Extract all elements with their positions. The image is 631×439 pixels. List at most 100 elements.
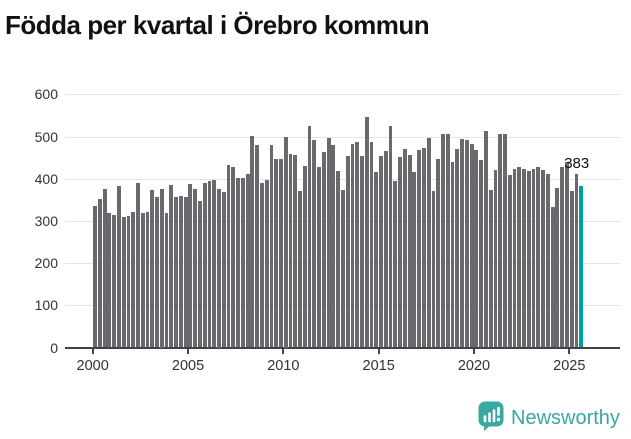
- brand-name: Newsworthy: [511, 407, 620, 429]
- bar: [159, 189, 164, 348]
- bar: [545, 173, 550, 348]
- bar: [231, 166, 236, 348]
- bar: [550, 206, 555, 348]
- bar: [321, 151, 326, 348]
- bar: [341, 190, 345, 348]
- bar: [264, 180, 269, 348]
- x-tick-label: 2010: [267, 357, 300, 374]
- bar: [503, 134, 507, 348]
- bar: [469, 144, 474, 348]
- y-tick-label: 200: [34, 255, 58, 272]
- bar: [150, 190, 155, 348]
- bar: [169, 185, 174, 348]
- bar: [155, 197, 159, 348]
- brand-footer: Newsworthy: [477, 401, 627, 435]
- bar: [259, 182, 264, 348]
- bar: [417, 149, 422, 348]
- x-tick-mark: [472, 348, 475, 354]
- y-tick-label: 0: [50, 339, 58, 356]
- bar: [422, 148, 426, 348]
- bar: [464, 139, 469, 348]
- bar: [517, 166, 522, 348]
- bar: [555, 187, 560, 348]
- bar: [536, 166, 541, 348]
- bar: [298, 190, 302, 348]
- bar: [393, 181, 398, 348]
- bar: [460, 138, 464, 348]
- y-tick-label: 300: [34, 212, 58, 229]
- bar: [488, 190, 493, 348]
- bar: [245, 174, 250, 348]
- bar: [288, 154, 293, 348]
- bar: [164, 213, 169, 348]
- bar: [379, 155, 383, 348]
- bar: [445, 134, 450, 348]
- x-tick-label: 2015: [362, 357, 395, 374]
- bar: [388, 125, 393, 348]
- x-tick-label: 2025: [553, 357, 586, 374]
- bar: [541, 170, 545, 348]
- bar: [102, 188, 107, 348]
- bar: [331, 144, 336, 348]
- bar: [212, 179, 217, 348]
- bar: [426, 137, 431, 348]
- x-tick-label: 2005: [171, 357, 205, 374]
- x-axis-line: [65, 347, 620, 349]
- x-tick-mark: [91, 348, 94, 354]
- bar: [250, 135, 255, 348]
- bar: [450, 161, 455, 348]
- bar: [178, 195, 183, 348]
- bar: [479, 159, 484, 348]
- gridline: [65, 94, 620, 96]
- x-tick-label: 2020: [457, 357, 491, 374]
- bar: [240, 178, 245, 348]
- bar: [255, 144, 260, 348]
- bar: [560, 167, 565, 348]
- chart-title: Födda per kvartal i Örebro kommun: [5, 10, 430, 40]
- bar: [117, 185, 121, 348]
- bar: [345, 155, 350, 348]
- bar: [374, 171, 379, 348]
- bar: [302, 166, 307, 348]
- bar: [221, 191, 226, 348]
- bar: [402, 148, 407, 348]
- bar: [355, 141, 360, 348]
- y-tick-label: 600: [34, 86, 58, 103]
- bar: [483, 131, 488, 348]
- bar: [274, 159, 279, 348]
- bar: [522, 168, 526, 348]
- bar: [565, 161, 569, 348]
- bar: [121, 216, 126, 348]
- bar: [569, 191, 574, 348]
- bar: [269, 144, 274, 348]
- bar: [279, 158, 283, 348]
- bar: [198, 201, 202, 348]
- bar: [526, 171, 531, 348]
- gridline: [65, 178, 620, 180]
- last-value-annotation: 383: [564, 154, 590, 172]
- bar: [97, 198, 102, 348]
- bar: [226, 165, 231, 348]
- bar: [107, 212, 112, 348]
- bar: [145, 212, 150, 348]
- y-tick-label: 100: [34, 297, 58, 314]
- bar: [360, 155, 364, 348]
- bar: [183, 196, 188, 348]
- bar: [436, 158, 441, 348]
- gridline: [65, 136, 620, 138]
- bar: [507, 174, 512, 348]
- bar: [140, 213, 145, 348]
- bar: [217, 189, 221, 348]
- x-tick-label: 2000: [76, 357, 109, 374]
- y-tick-label: 500: [34, 128, 58, 145]
- x-tick-mark: [187, 348, 190, 354]
- bar: [398, 156, 402, 348]
- bar: [307, 125, 312, 348]
- bar: [350, 143, 355, 348]
- bar-highlighted: [579, 185, 584, 348]
- bar: [188, 184, 193, 348]
- bar: [126, 215, 131, 348]
- bar: [112, 214, 117, 348]
